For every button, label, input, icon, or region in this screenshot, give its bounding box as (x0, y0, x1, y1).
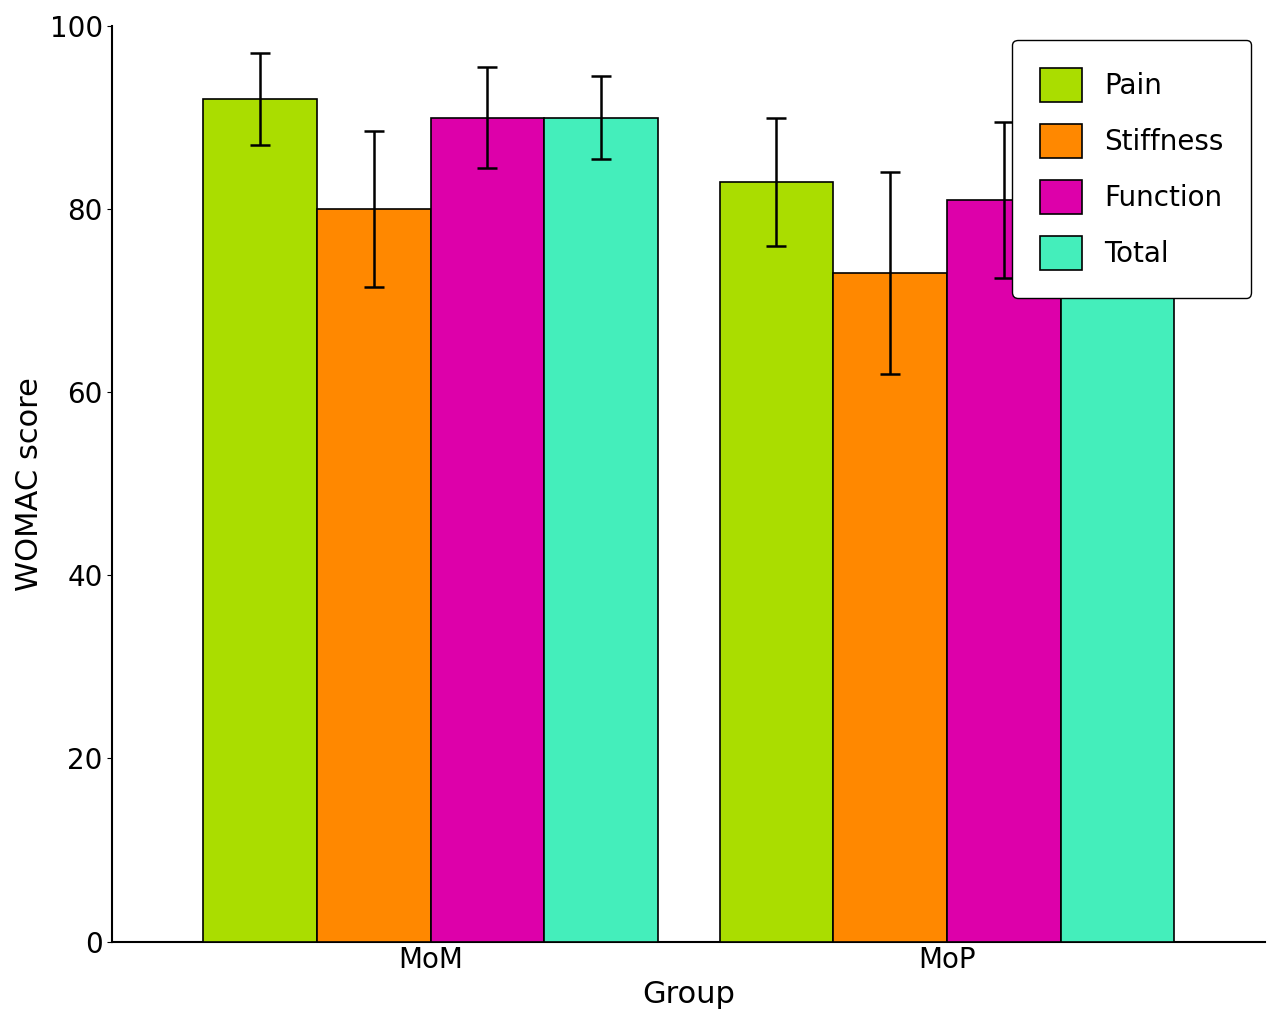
Bar (833, 273, 947, 942)
Bar (204, 99, 317, 942)
Bar (317, 209, 430, 942)
X-axis label: Group: Group (643, 980, 735, 1009)
Bar (947, 200, 1061, 942)
Bar (430, 118, 544, 942)
Bar (544, 118, 658, 942)
Y-axis label: WOMAC score: WOMAC score (15, 377, 44, 591)
Bar (1061, 205, 1174, 942)
Bar (719, 181, 833, 942)
Legend: Pain, Stiffness, Function, Total: Pain, Stiffness, Function, Total (1012, 40, 1251, 298)
